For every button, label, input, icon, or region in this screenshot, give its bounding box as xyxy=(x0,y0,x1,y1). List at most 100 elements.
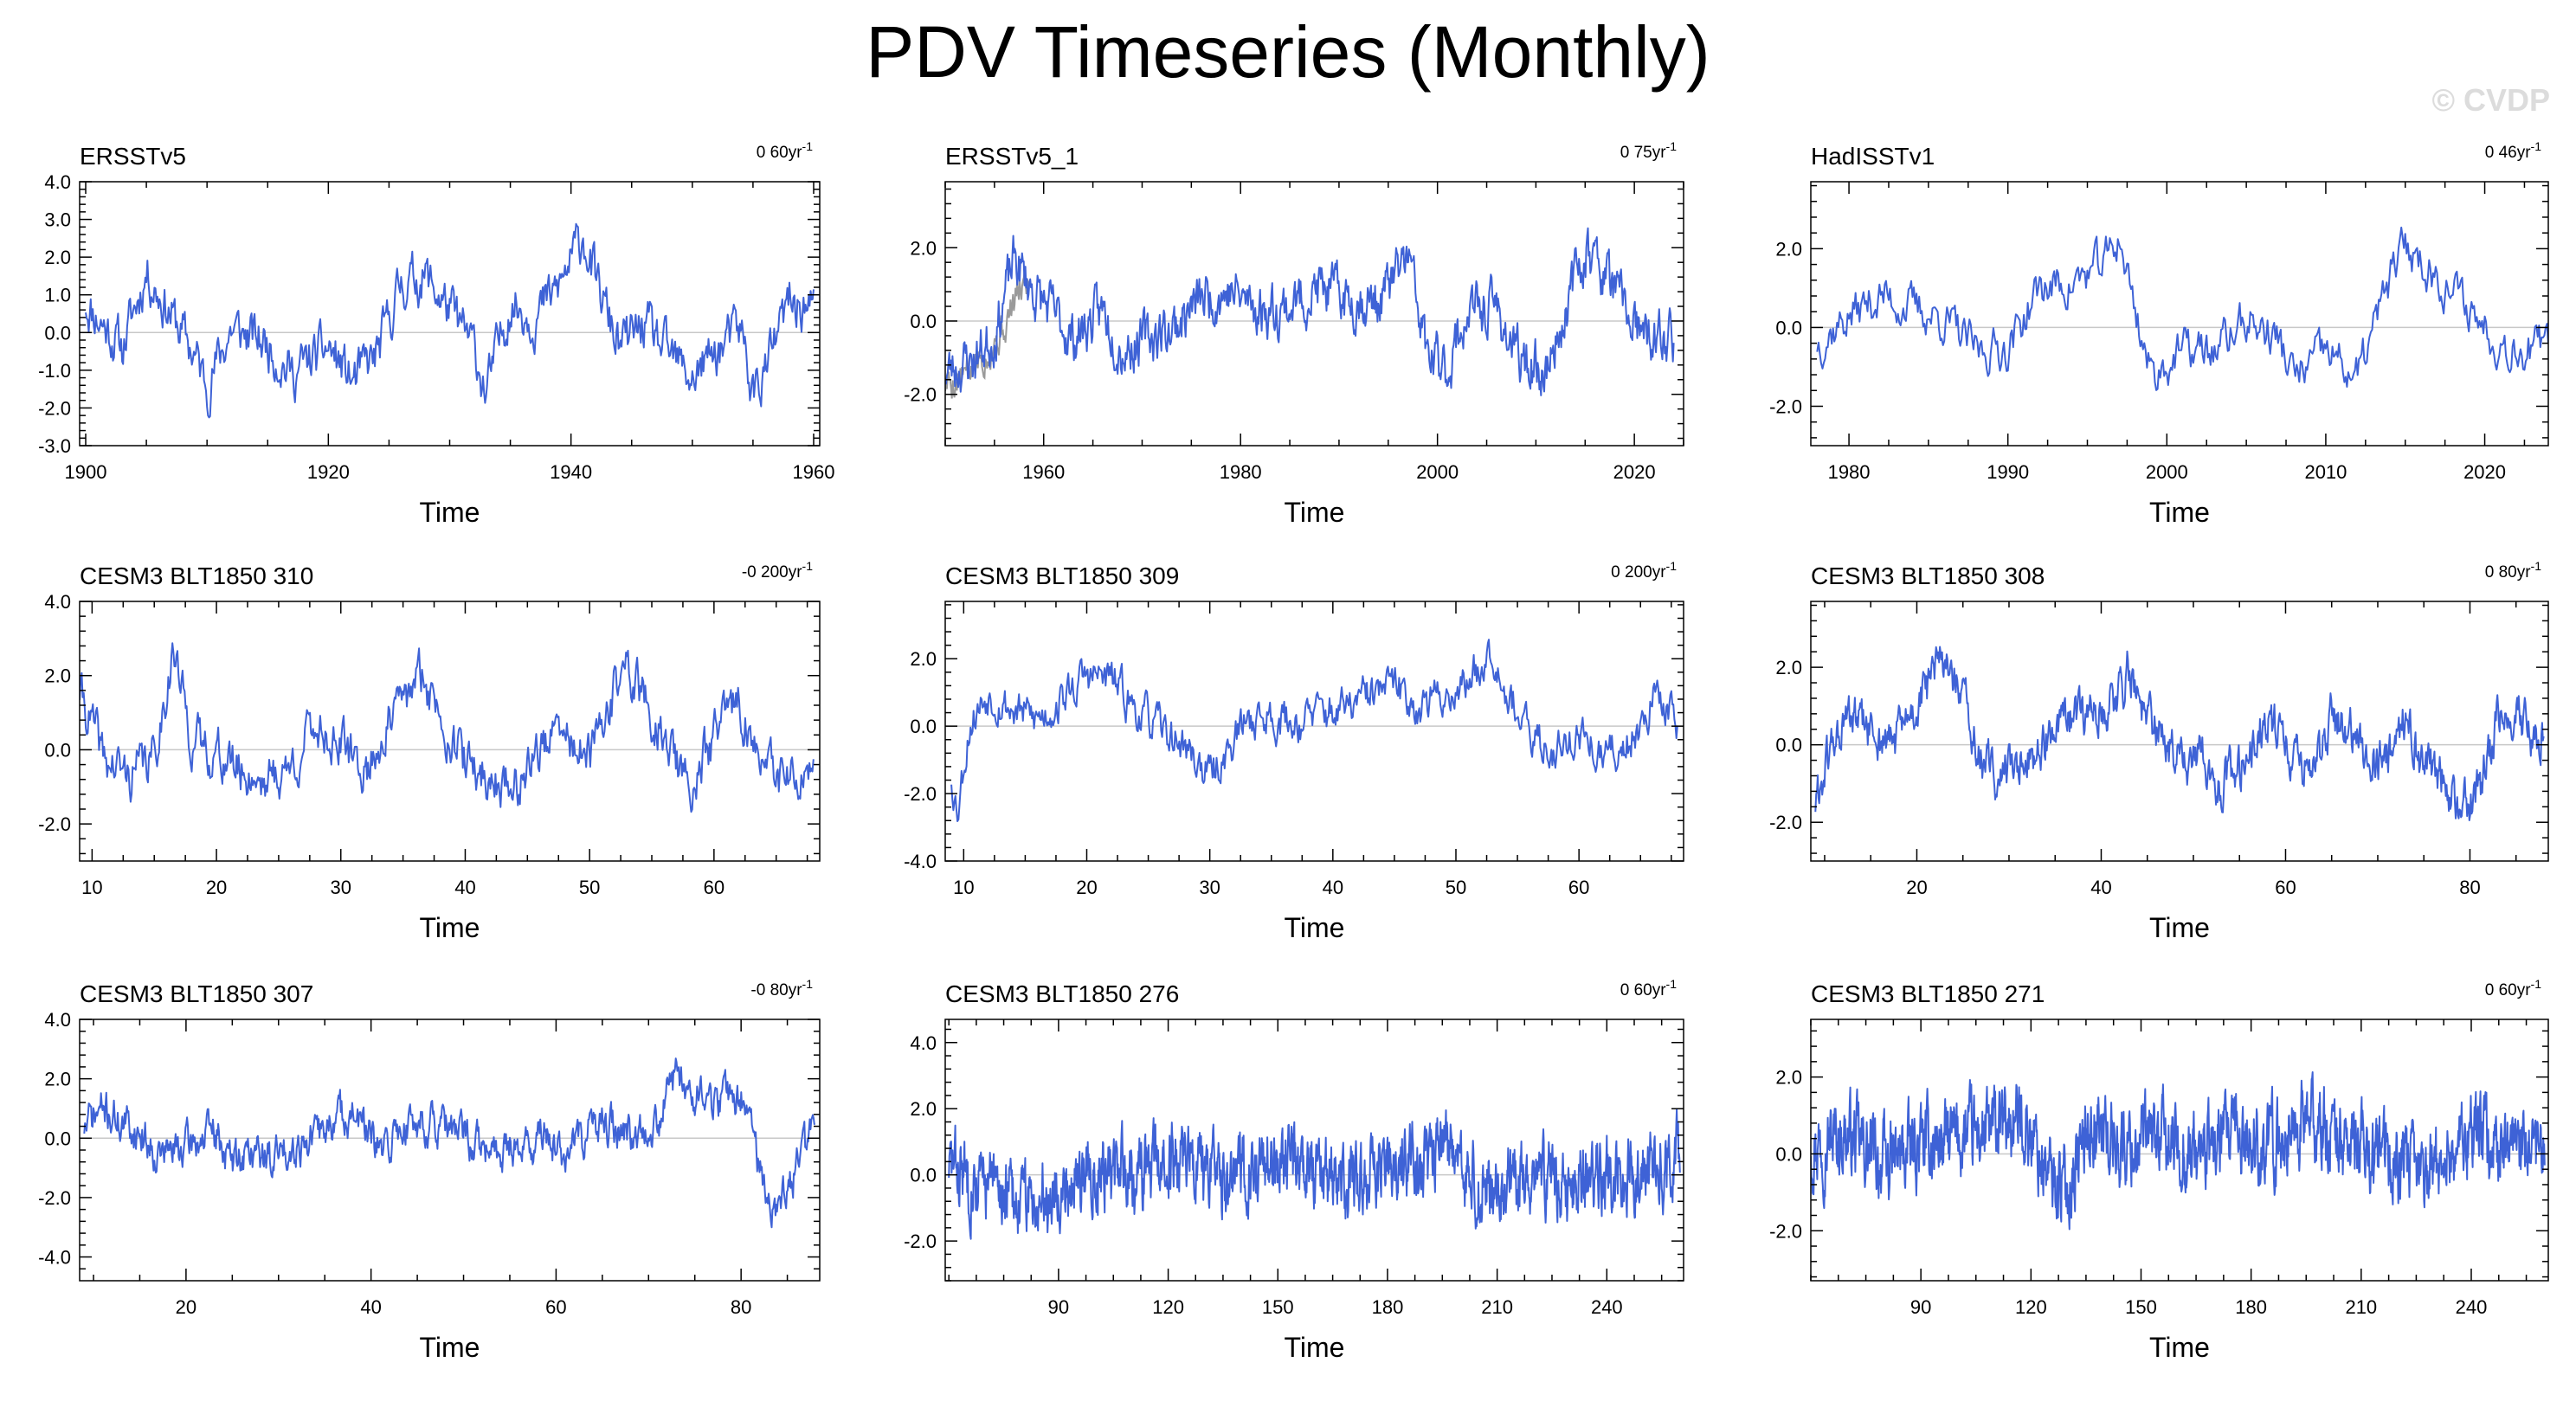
plot-frame xyxy=(1810,1019,2549,1282)
trend-value: -0 200yr xyxy=(742,563,802,582)
watermark-text: © CVDP xyxy=(2431,82,2550,118)
x-tick-label: 10 xyxy=(81,877,102,898)
x-tick-label: 20 xyxy=(1076,877,1097,898)
series-line xyxy=(948,1109,1681,1240)
x-tick-label: 1980 xyxy=(1828,461,1871,483)
x-tick-label: 1920 xyxy=(307,461,350,483)
x-axis-label: Time xyxy=(2149,1332,2210,1363)
x-tick-label: 50 xyxy=(579,877,600,898)
x-tick-label: 50 xyxy=(1446,877,1466,898)
panel-title: ERSSTv5_1 xyxy=(945,143,1079,170)
y-tick-label: 2.0 xyxy=(1775,1067,1802,1089)
y-tick-label: -2.0 xyxy=(904,384,937,406)
x-tick-label: 90 xyxy=(1048,1296,1069,1318)
y-tick-label: 1.0 xyxy=(44,285,71,306)
trend-value: 0 60yr xyxy=(2485,981,2531,999)
y-tick-label: 0.0 xyxy=(44,322,71,344)
x-tick-label: 120 xyxy=(2015,1296,2047,1318)
x-tick-label: 40 xyxy=(360,1296,381,1318)
y-tick-label: -2.0 xyxy=(904,783,937,805)
y-tick-label: 4.0 xyxy=(910,1032,937,1054)
plot-frame xyxy=(944,601,1684,862)
x-tick-label: 1960 xyxy=(1022,461,1065,483)
series-line xyxy=(1811,1071,2546,1231)
x-tick-label: 40 xyxy=(454,877,475,898)
chart-panel: -4.0 -2.0 0.0 2.0 4.0 20 40 60 80 Time CESM3 BLT18… xyxy=(38,977,821,1363)
series-line xyxy=(80,642,815,813)
trend-exponent: -1 xyxy=(802,559,814,573)
x-axis-label: Time xyxy=(420,1332,480,1363)
x-tick-label: 2020 xyxy=(1613,461,1656,483)
x-tick-label: 2000 xyxy=(2146,461,2188,483)
trend-value: 0 200yr xyxy=(1611,563,1666,582)
trend-label: -0 200yr-1 xyxy=(742,559,813,582)
x-tick-label: 20 xyxy=(206,877,227,898)
trend-exponent: -1 xyxy=(2531,559,2542,573)
x-tick-label: 80 xyxy=(2459,877,2480,898)
trend-label: 0 80yr-1 xyxy=(2485,559,2541,582)
y-tick-label: 2.0 xyxy=(44,247,71,268)
chart-panel: -2.0 0.0 2.0 4.0 90 120 150 180 210 240 Time CESM3 … xyxy=(904,977,1684,1363)
x-axis-label: Time xyxy=(1285,497,1345,528)
y-tick-label: 4.0 xyxy=(44,1009,71,1031)
y-tick-label: 0.0 xyxy=(44,1128,71,1149)
trend-value: 0 46yr xyxy=(2485,144,2531,162)
y-tick-label: 0.0 xyxy=(910,1165,937,1186)
y-tick-label: 0.0 xyxy=(44,739,71,761)
y-tick-label: -2.0 xyxy=(1769,1220,1802,1242)
x-tick-label: 2010 xyxy=(2304,461,2347,483)
trend-exponent: -1 xyxy=(2531,977,2542,991)
x-tick-label: 40 xyxy=(2090,877,2111,898)
trend-value: 0 75yr xyxy=(1620,144,1666,162)
y-tick-label: -2.0 xyxy=(38,813,71,835)
x-tick-label: 10 xyxy=(953,877,974,898)
trend-label: 0 60yr-1 xyxy=(2485,977,2541,999)
plot-frame xyxy=(1810,181,2549,447)
y-tick-label: -2.0 xyxy=(1769,395,1802,417)
trend-exponent: -1 xyxy=(802,977,814,991)
trend-label: 0 60yr-1 xyxy=(1620,977,1677,999)
x-tick-label: 2020 xyxy=(2463,461,2506,483)
y-tick-label: -2.0 xyxy=(904,1231,937,1252)
chart-panel: -2.0 0.0 2.0 4.0 10 20 30 40 50 60 Time CESM3 BLT18… xyxy=(38,559,821,943)
y-tick-label: 2.0 xyxy=(44,665,71,687)
x-tick-label: 2000 xyxy=(1416,461,1459,483)
y-tick-label: -2.0 xyxy=(38,397,71,419)
y-tick-label: 2.0 xyxy=(1775,657,1802,678)
panel-title: CESM3 BLT1850 276 xyxy=(945,980,1179,1007)
x-tick-label: 210 xyxy=(1481,1296,1513,1318)
trend-exponent: -1 xyxy=(1666,977,1678,991)
chart-panel: -2.0 0.0 2.0 1980 1990 2000 2010 2020 Time HadISS… xyxy=(1769,139,2549,528)
y-tick-label: 4.0 xyxy=(44,591,71,613)
x-tick-label: 1990 xyxy=(1987,461,2029,483)
y-tick-label: 2.0 xyxy=(910,237,937,259)
chart-panel: -2.0 0.0 2.0 90 120 150 180 210 240 Time CESM3 BLT… xyxy=(1769,977,2549,1363)
chart-panel: -3.0 -2.0 -1.0 0.0 1.0 2.0 3.0 4.0 1900 1920 1940 1… xyxy=(38,139,834,528)
x-tick-label: 210 xyxy=(2345,1296,2377,1318)
x-tick-label: 1980 xyxy=(1220,461,1262,483)
x-tick-label: 60 xyxy=(2275,877,2296,898)
x-tick-label: 60 xyxy=(704,877,724,898)
trend-value: 0 60yr xyxy=(757,144,802,162)
x-tick-label: 180 xyxy=(1372,1296,1404,1318)
y-tick-label: 0.0 xyxy=(1775,317,1802,338)
panel-title: CESM3 BLT1850 271 xyxy=(1811,980,2045,1007)
y-tick-label: 2.0 xyxy=(910,1098,937,1120)
trend-value: 0 60yr xyxy=(1620,981,1666,999)
trend-label: 0 60yr-1 xyxy=(757,139,813,162)
trend-exponent: -1 xyxy=(1666,559,1678,573)
x-tick-label: 30 xyxy=(331,877,351,898)
y-tick-label: 2.0 xyxy=(910,648,937,670)
y-tick-label: -3.0 xyxy=(38,435,71,457)
panel-title: ERSSTv5 xyxy=(80,143,186,170)
y-tick-label: 2.0 xyxy=(44,1069,71,1090)
trend-exponent: -1 xyxy=(802,139,814,153)
x-tick-label: 180 xyxy=(2235,1296,2267,1318)
trend-exponent: -1 xyxy=(2531,139,2542,153)
y-tick-label: 0.0 xyxy=(1775,735,1802,756)
x-tick-label: 1960 xyxy=(793,461,835,483)
plot-frame xyxy=(944,181,1684,447)
series-line xyxy=(85,222,815,419)
